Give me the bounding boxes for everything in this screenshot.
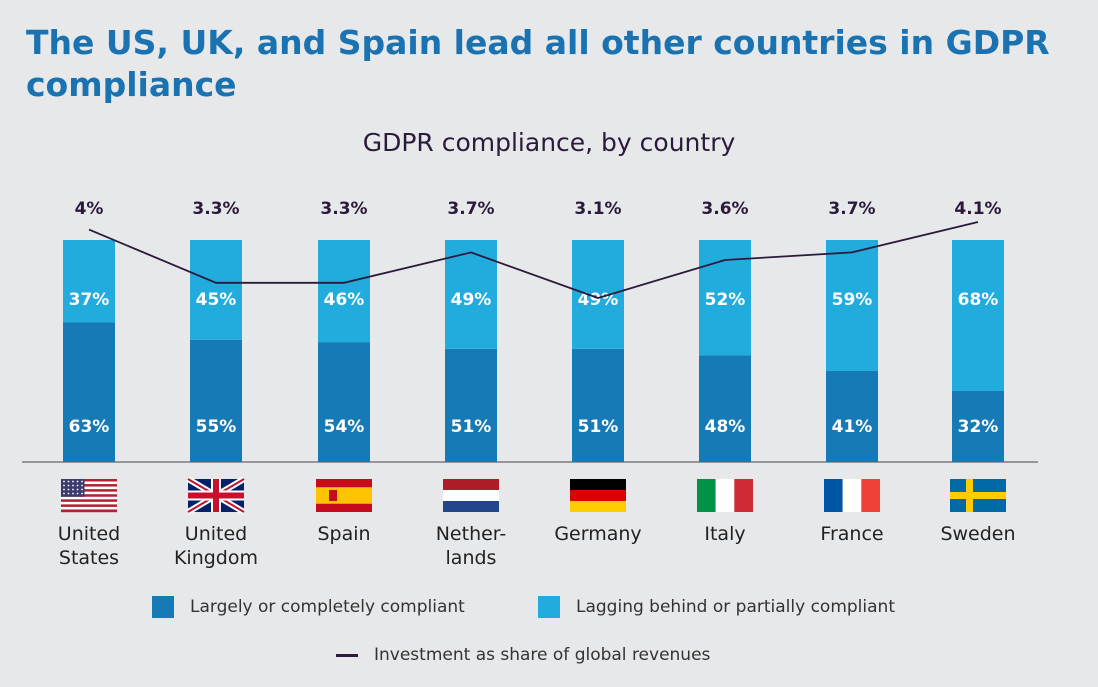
bar-compliant (952, 390, 1004, 462)
bar-lagging (952, 240, 1004, 391)
legend-swatch-investment (336, 653, 358, 657)
data-label-compliant: 51% (578, 417, 619, 437)
investment-label: 3.7% (447, 199, 494, 219)
spain-flag-icon (316, 479, 372, 512)
data-label-compliant: 54% (324, 417, 365, 437)
bar-compliant (699, 355, 751, 462)
data-label-lagging: 45% (196, 290, 237, 310)
category-label: Italy (704, 523, 745, 545)
category-label: Sweden (940, 523, 1015, 545)
category-label: United States (58, 523, 120, 569)
category-label: Germany (554, 523, 641, 545)
data-label-lagging: 46% (324, 290, 365, 310)
legend-item-investment: Investment as share of global revenues (336, 645, 710, 665)
uk-flag-icon (186, 476, 246, 515)
investment-label: 3.3% (320, 199, 367, 219)
legend-item-lagging: Lagging behind or partially compliant (538, 596, 895, 618)
category-label: France (820, 523, 883, 545)
bar-lagging (826, 240, 878, 371)
data-label-lagging: 37% (69, 290, 110, 310)
legend-label-lagging: Lagging behind or partially compliant (576, 597, 895, 617)
bar-lagging (318, 240, 370, 343)
bar-lagging (190, 240, 242, 340)
bar-compliant (190, 339, 242, 462)
bar-compliant (63, 322, 115, 462)
investment-label: 4% (75, 199, 104, 219)
data-label-compliant: 63% (69, 417, 110, 437)
france-flag-icon (824, 479, 880, 512)
data-label-lagging: 52% (705, 290, 746, 310)
investment-label: 3.7% (828, 199, 875, 219)
data-label-compliant: 48% (705, 417, 746, 437)
page-headline: The US, UK, and Spain lead all other cou… (26, 23, 1050, 104)
legend-item-compliant: Largely or completely compliant (152, 596, 465, 618)
bar-compliant (826, 370, 878, 462)
bar-compliant (445, 348, 497, 462)
investment-label: 4.1% (954, 199, 1001, 219)
netherlands-flag-icon (443, 479, 499, 512)
category-label: United Kingdom (174, 523, 258, 569)
investment-line (88, 221, 979, 299)
germany-flag-icon (570, 479, 626, 512)
data-label-lagging: 59% (832, 290, 873, 310)
bar-lagging (63, 240, 115, 323)
data-label-compliant: 41% (832, 417, 873, 437)
bar-compliant (572, 348, 624, 462)
category-label: Spain (317, 523, 370, 545)
legend-swatch-compliant (152, 596, 174, 618)
us-flag-icon (61, 479, 117, 513)
investment-label: 3.1% (574, 199, 621, 219)
data-label-compliant: 55% (196, 417, 237, 437)
bar-lagging (572, 240, 624, 349)
legend-label-compliant: Largely or completely compliant (190, 597, 465, 617)
italy-flag-icon (697, 479, 753, 512)
category-label: Nether-lands (436, 523, 507, 569)
legend-swatch-lagging (538, 596, 560, 618)
bar-compliant (318, 342, 370, 462)
data-label-lagging: 49% (451, 290, 492, 310)
sweden-flag-icon (950, 479, 1006, 512)
investment-label: 3.3% (192, 199, 239, 219)
chart-title: GDPR compliance, by country (362, 128, 736, 157)
data-label-compliant: 32% (958, 417, 999, 437)
data-label-lagging: 68% (958, 290, 999, 310)
legend-label-investment: Investment as share of global revenues (374, 645, 711, 665)
investment-label: 3.6% (701, 199, 748, 219)
data-label-compliant: 51% (451, 417, 492, 437)
